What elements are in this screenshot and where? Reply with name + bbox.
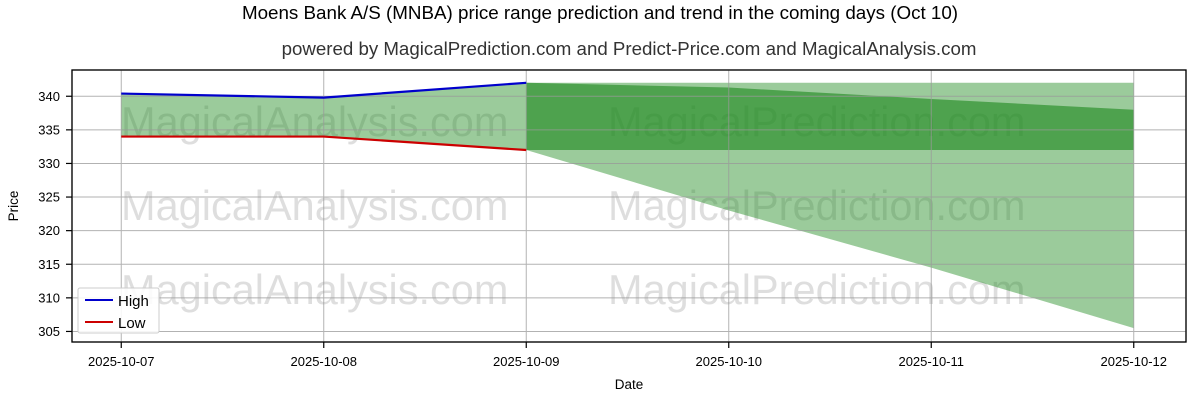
svg-text:2025-10-07: 2025-10-07 xyxy=(88,354,155,369)
svg-text:340: 340 xyxy=(38,89,60,104)
svg-text:2025-10-11: 2025-10-11 xyxy=(898,354,964,369)
svg-text:335: 335 xyxy=(38,122,60,137)
svg-text:Low: Low xyxy=(118,315,146,332)
svg-text:2025-10-09: 2025-10-09 xyxy=(493,354,560,369)
svg-text:Date: Date xyxy=(615,377,644,392)
svg-text:325: 325 xyxy=(38,190,60,205)
svg-text:2025-10-08: 2025-10-08 xyxy=(291,354,358,369)
svg-text:315: 315 xyxy=(38,257,60,272)
svg-text:High: High xyxy=(118,293,149,310)
svg-text:2025-10-12: 2025-10-12 xyxy=(1101,354,1168,369)
svg-text:305: 305 xyxy=(38,324,60,339)
svg-text:Price: Price xyxy=(6,191,21,222)
svg-text:2025-10-10: 2025-10-10 xyxy=(696,354,763,369)
svg-text:310: 310 xyxy=(38,290,60,305)
svg-text:320: 320 xyxy=(38,223,60,238)
svg-text:330: 330 xyxy=(38,156,60,171)
